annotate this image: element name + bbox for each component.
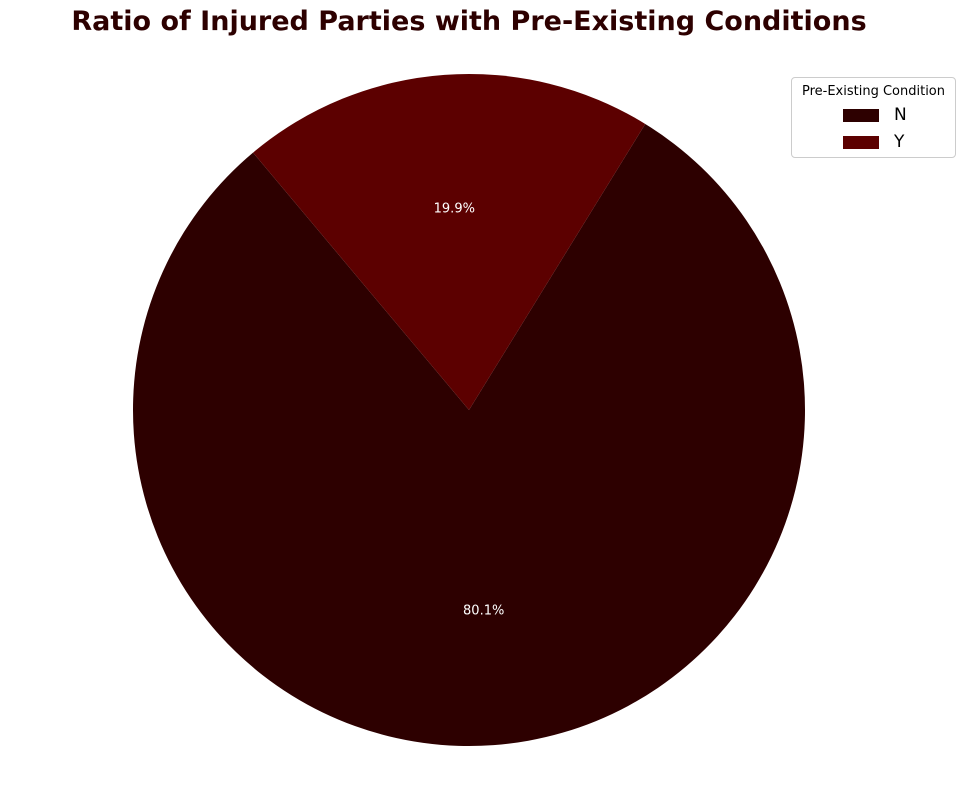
legend-swatch-y — [843, 136, 879, 149]
slice-label-y: 19.9% — [434, 201, 475, 216]
chart-title: Ratio of Injured Parties with Pre-Existi… — [71, 6, 867, 37]
legend-swatch-n — [843, 109, 879, 122]
legend-title: Pre-Existing Condition — [801, 84, 946, 99]
legend: Pre-Existing Condition N Y — [791, 77, 956, 158]
pie-slice-y — [253, 73, 646, 410]
slice-label-n: 80.1% — [463, 604, 504, 619]
legend-label-n: N — [894, 105, 907, 125]
legend-label-y: Y — [894, 132, 905, 152]
pie-slice-n — [133, 123, 806, 746]
